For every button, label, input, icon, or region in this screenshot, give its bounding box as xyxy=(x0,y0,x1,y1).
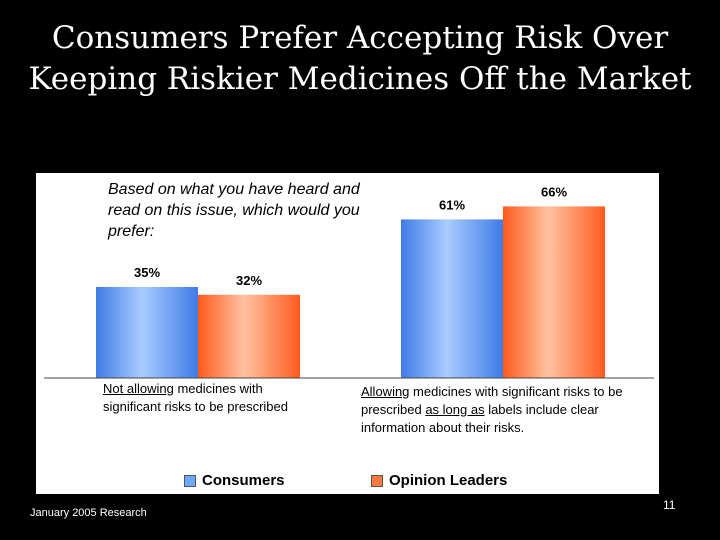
survey-question: Based on what you have heard and read on… xyxy=(108,181,360,240)
legend-label-opinion-leaders: Opinion Leaders xyxy=(389,472,508,489)
legend-label-consumers: Consumers xyxy=(202,472,285,489)
legend-swatch-consumers xyxy=(184,475,196,488)
title-line-1: Consumers Prefer Accepting Risk Over xyxy=(51,20,669,56)
bar-opinion-leaders-not-allowing xyxy=(198,294,300,378)
data-label-consumers-allowing: 61% xyxy=(439,197,465,212)
title-line-2: Keeping Riskier Medicines Off the Market xyxy=(28,61,692,97)
footer-source: January 2005 Research xyxy=(30,507,147,519)
bar-consumers-allowing xyxy=(401,219,503,378)
data-label-consumers-not-allowing: 35% xyxy=(134,265,160,280)
category-label-not-allowing: Not allowing medicines with significant … xyxy=(103,380,313,416)
category-label-part: labels include clear information about t… xyxy=(361,402,599,435)
legend-swatch-opinion-leaders xyxy=(371,475,383,488)
page-number: 11 xyxy=(663,498,676,512)
slide-title: Consumers Prefer Accepting Risk Over Kee… xyxy=(0,18,720,100)
category-label-allowing: Allowing medicines with significant risk… xyxy=(361,383,656,437)
category-label-part: Not allowing xyxy=(103,381,174,396)
bar-opinion-leaders-allowing xyxy=(503,206,605,378)
data-label-opinion-leaders-not-allowing: 32% xyxy=(236,273,262,288)
chart-panel: 35% 32% 61% 66% Based on what you have hear… xyxy=(36,173,659,494)
bar-chart: 35% 32% 61% 66% xyxy=(44,184,654,379)
legend-item-opinion-leaders: Opinion Leaders xyxy=(371,472,507,489)
data-label-opinion-leaders-allowing: 66% xyxy=(541,184,567,199)
bar-consumers-not-allowing xyxy=(96,287,198,378)
legend-item-consumers: Consumers xyxy=(184,472,285,489)
category-label-part: medicines with significant risks to be p… xyxy=(103,381,288,414)
category-label-part: Allowing xyxy=(361,384,410,399)
category-label-part: as long as xyxy=(425,402,485,417)
category-label-part: medicines with significant risks to be p… xyxy=(361,384,623,417)
